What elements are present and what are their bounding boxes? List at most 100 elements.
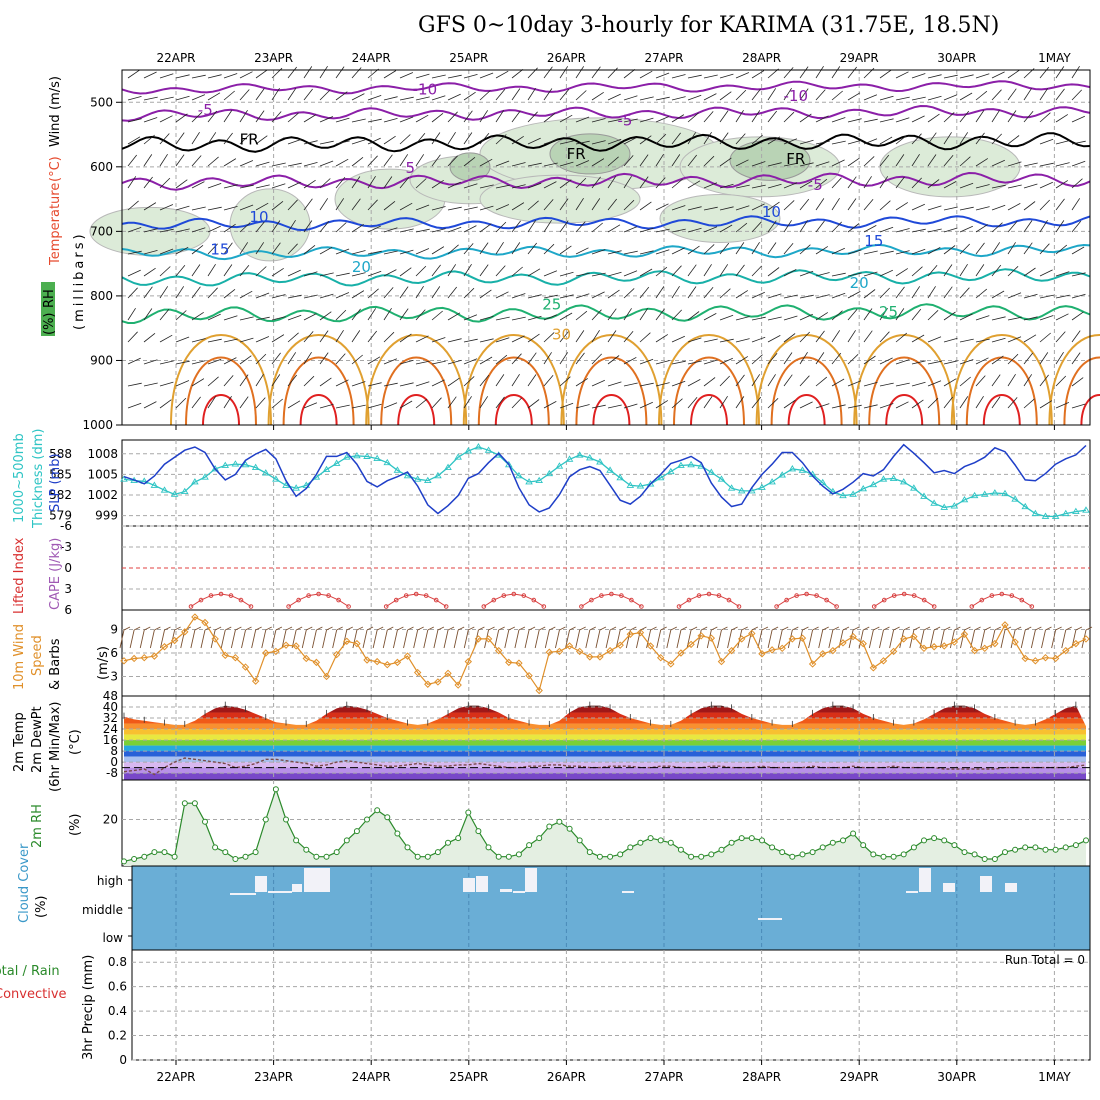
wind-barb: [543, 332, 555, 343]
wind-barb-flag: [792, 626, 799, 631]
precip-tick-label: 0.6: [108, 980, 127, 994]
wind-barb: [863, 156, 875, 167]
wind-barb-flag: [417, 626, 424, 631]
wind-barb: [447, 377, 460, 387]
dewpt-2m-label: 2m DewPt: [30, 706, 45, 773]
wind-barb-flag: [690, 626, 698, 631]
wind-barb: [1055, 313, 1069, 321]
wind-barb: [655, 286, 665, 299]
wind-point: [768, 646, 776, 654]
wind-barb: [399, 333, 412, 343]
wind-barb: [1039, 162, 1054, 167]
wind-barb: [575, 330, 585, 343]
wind-barb: [191, 338, 206, 343]
wind-point: [353, 639, 361, 648]
temp-band: [124, 729, 1086, 735]
wind-barb: [703, 155, 715, 167]
wind-barb: [751, 70, 765, 79]
wind-barb-flag: [498, 626, 505, 631]
wind-barb: [799, 401, 813, 409]
wind-barb: [543, 243, 555, 255]
wind-barb: [207, 92, 221, 101]
wind-point: [555, 647, 564, 656]
wind-point: [727, 646, 736, 655]
wind-point: [677, 649, 685, 657]
wind-barb: [815, 376, 828, 387]
wind-barb: [591, 291, 605, 299]
wind-barb: [895, 382, 910, 387]
wind-barb: [799, 331, 810, 343]
wind-barb: [383, 227, 398, 233]
wind-barb: [463, 243, 474, 255]
wind-barb: [287, 400, 301, 409]
wind-barb-flag: [295, 626, 303, 631]
wind-barb: [159, 96, 174, 101]
wind-barb: [527, 352, 537, 365]
rh-point: [961, 849, 968, 856]
wind-barb: [815, 272, 830, 277]
wind-barb: [383, 176, 393, 189]
wind-barb: [463, 338, 478, 343]
li-point: [481, 604, 487, 609]
wind-barb: [879, 118, 894, 123]
wind-barb-10m: [727, 629, 733, 649]
wind-barb: [239, 355, 252, 365]
wind-barb-flag: [933, 626, 941, 631]
wind-barb: [239, 160, 254, 167]
rh-shade-region: [229, 188, 311, 262]
wind-barb: [959, 110, 970, 123]
wind-barb: [767, 220, 777, 233]
wind-barb: [895, 117, 910, 123]
contour-label: 20: [352, 258, 371, 276]
wind-barb: [527, 111, 538, 123]
wind-barb: [943, 311, 956, 321]
wind-barb: [623, 250, 638, 255]
wind-barb-flag: [447, 626, 455, 631]
wind-barb: [1023, 162, 1038, 167]
wind-barb: [1023, 293, 1038, 299]
wind-point: [505, 658, 513, 667]
temp-band: [124, 767, 1086, 774]
wind-barb-flag: [741, 626, 748, 631]
rh-point: [799, 851, 806, 858]
rh-point: [1032, 844, 1039, 851]
rh-point: [870, 851, 877, 858]
thickness-tick-label: 585: [49, 467, 72, 481]
wind-barb-flag: [964, 626, 971, 631]
wind-barb: [591, 158, 605, 167]
thickness-point: [231, 460, 240, 467]
cloud-unit-label: (%): [34, 896, 49, 919]
wind-barb: [559, 140, 574, 145]
wind-point: [940, 642, 948, 650]
wind-barb-flag: [660, 626, 667, 631]
wind-barb: [847, 118, 862, 123]
wind-point: [241, 663, 250, 671]
wind-barb: [847, 92, 861, 101]
wind-barb-10m: [980, 629, 986, 649]
thickness-point: [930, 499, 938, 506]
wind-barb: [399, 228, 414, 233]
rh-point: [769, 844, 776, 851]
wind-barb: [799, 180, 813, 189]
wind-barb: [207, 243, 218, 255]
wind-barb: [591, 140, 606, 145]
thickness-point: [363, 452, 371, 459]
wind-barb-10m: [524, 629, 530, 649]
wind-barb: [1023, 267, 1036, 277]
temp-band: [124, 718, 1086, 724]
wind-barb: [415, 285, 424, 299]
wind-barb-flag: [1004, 626, 1012, 631]
wind-barb: [1007, 397, 1018, 409]
wind-point: [920, 644, 928, 653]
wind-barb: [223, 158, 237, 167]
wind-barb: [815, 161, 830, 167]
wind-barb: [191, 155, 202, 167]
thickness-point: [241, 460, 250, 468]
wind-barb-flag: [1025, 626, 1032, 631]
wind-barb-flag: [802, 626, 809, 631]
wind-point: [970, 646, 979, 655]
wind-barb: [367, 95, 382, 101]
wind-barb: [959, 396, 969, 409]
date-label-bottom: 1MAY: [1038, 1070, 1071, 1084]
wind-barb: [543, 401, 557, 409]
